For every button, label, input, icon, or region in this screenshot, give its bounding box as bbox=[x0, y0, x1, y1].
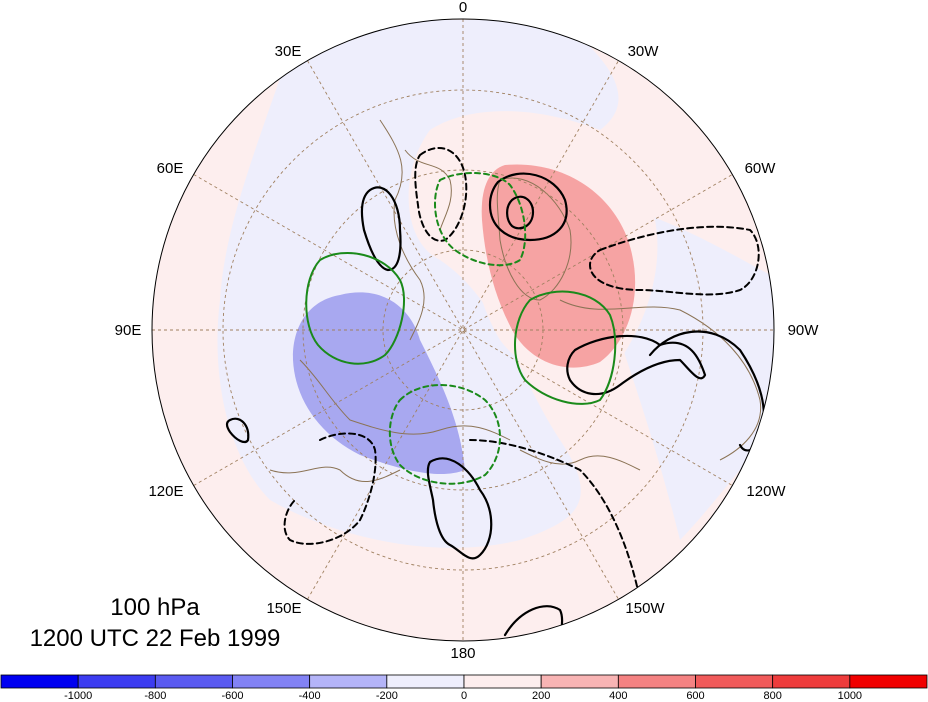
coastline-alaska bbox=[519, 449, 641, 471]
lon-label-150w: 150W bbox=[625, 600, 665, 617]
colorbar-swatch bbox=[386, 674, 465, 689]
lon-label-60e: 60E bbox=[157, 160, 184, 177]
contour-solid-black bbox=[360, 186, 402, 272]
contour-dashed-black bbox=[589, 225, 760, 296]
lon-label-120w: 120W bbox=[746, 483, 786, 500]
contour-solid-black bbox=[426, 457, 493, 560]
shading-layer bbox=[217, 20, 774, 548]
lon-label-120e: 120E bbox=[148, 483, 183, 500]
colorbar-tick-label: 800 bbox=[763, 690, 781, 702]
colorbar-swatch bbox=[772, 674, 851, 689]
meridian-30 bbox=[307, 60, 619, 600]
negative-anomaly bbox=[292, 292, 465, 475]
contour-solid-black bbox=[488, 172, 568, 242]
colorbar-swatch bbox=[617, 674, 696, 689]
colorbar-tick-label: 200 bbox=[532, 690, 550, 702]
contour-dashed-green bbox=[434, 172, 527, 267]
lon-label-30w: 30W bbox=[628, 43, 660, 60]
colorbar-swatch bbox=[0, 674, 79, 689]
colorbar-tick-label: 600 bbox=[686, 690, 704, 702]
coastline-siberia bbox=[299, 359, 511, 441]
lat-circle-60 bbox=[222, 89, 704, 571]
colorbar-tick-label: -400 bbox=[299, 690, 321, 702]
time-label: 1200 UTC 22 Feb 1999 bbox=[30, 625, 281, 652]
colorbar-swatch bbox=[77, 674, 156, 689]
level-label: 100 hPa bbox=[110, 594, 200, 621]
meridian-150 bbox=[307, 60, 619, 600]
contour-solid-black bbox=[225, 417, 250, 444]
map-border bbox=[151, 18, 775, 642]
contour-solid-green bbox=[514, 290, 617, 405]
colorbar-tick-label: -800 bbox=[144, 690, 166, 702]
colorbar-swatch bbox=[695, 674, 774, 689]
coastline-scandinavia bbox=[404, 149, 452, 231]
graticule bbox=[152, 19, 774, 641]
lon-label-0: 0 bbox=[459, 0, 467, 16]
lon-label-150e: 150E bbox=[266, 600, 301, 617]
meridian-60 bbox=[193, 174, 733, 486]
meridian-120 bbox=[193, 174, 733, 486]
lon-label-180: 180 bbox=[450, 645, 475, 662]
colorbar-tick-label: -600 bbox=[221, 690, 243, 702]
colorbar-swatch bbox=[309, 674, 388, 689]
colorbar-swatch bbox=[849, 674, 928, 689]
colorbar-tick-label: -1000 bbox=[64, 690, 92, 702]
colorbar-swatch bbox=[540, 674, 619, 689]
coastline-asia-east bbox=[269, 466, 401, 483]
lon-label-30e: 30E bbox=[275, 43, 302, 60]
colorbar-tick-label: 1000 bbox=[838, 690, 862, 702]
colorbar-tick-label: -200 bbox=[376, 690, 398, 702]
lon-label-60w: 60W bbox=[745, 160, 777, 177]
colorbar-swatch bbox=[463, 674, 542, 689]
contour-solid-green bbox=[305, 251, 406, 365]
colorbar-tick-label: 400 bbox=[609, 690, 627, 702]
longitude-labels: 0 30W 60W 90W 120W 150W 180 150E 120E 90… bbox=[115, 0, 820, 662]
contour-dashed-green bbox=[388, 384, 501, 485]
contour-solid-black bbox=[566, 334, 707, 396]
lon-label-90e: 90E bbox=[115, 322, 142, 339]
coastline-north-america bbox=[559, 299, 762, 461]
contour-dashed-black bbox=[469, 439, 641, 601]
coastlines bbox=[269, 119, 762, 483]
lon-label-90w: 90W bbox=[788, 322, 820, 339]
colorbar-tick-label: 0 bbox=[461, 690, 467, 702]
coastline-europe bbox=[379, 119, 425, 341]
colorbar-swatch bbox=[232, 674, 311, 689]
colorbar: -1000 -800 -600 -400 -200 0 200 400 600 800 1000 bbox=[0, 674, 928, 702]
contour-dashed-black bbox=[283, 432, 377, 545]
colorbar-swatch bbox=[154, 674, 233, 689]
